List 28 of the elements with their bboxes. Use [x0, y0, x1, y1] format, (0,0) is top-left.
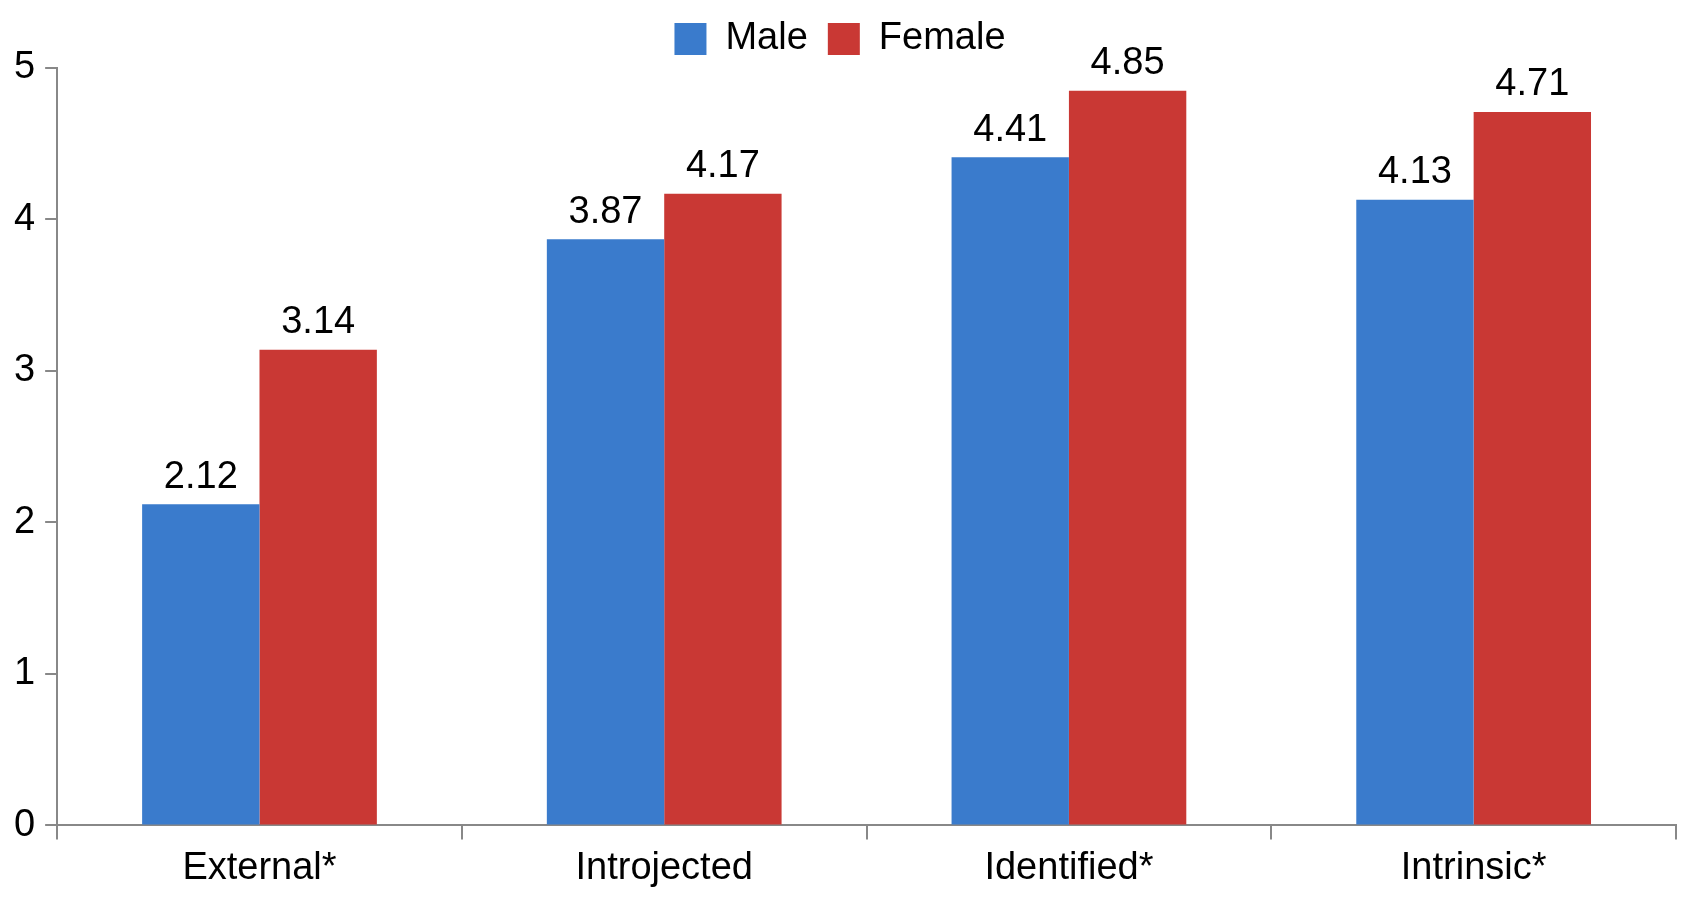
data-label: 4.85: [1090, 40, 1165, 83]
bar: [142, 504, 260, 825]
y-tick-label: 3: [13, 347, 36, 390]
data-label: 2.12: [163, 453, 238, 496]
y-tick-label: 5: [13, 44, 36, 87]
bar: [546, 239, 665, 825]
y-tick-label: 2: [13, 498, 36, 541]
legend-label: Male: [725, 15, 808, 58]
bar: [259, 349, 377, 825]
legend-label: Female: [878, 15, 1006, 58]
bar: [664, 193, 782, 825]
data-label: 4.17: [685, 143, 760, 186]
x-tick-label: Intrinsic*: [1400, 844, 1547, 887]
bar: [1356, 199, 1474, 825]
data-label: 4.13: [1377, 149, 1452, 192]
y-tick-label: 0: [13, 801, 36, 844]
data-label: 3.87: [568, 188, 643, 231]
data-label: 4.71: [1495, 61, 1570, 104]
y-tick-label: 4: [13, 195, 36, 238]
y-tick-label: 1: [13, 650, 36, 693]
data-label: 4.41: [973, 106, 1048, 149]
x-tick-label: External*: [182, 844, 337, 887]
bar: [1068, 90, 1187, 825]
x-tick-label: Introjected: [575, 844, 753, 887]
data-label: 3.14: [281, 299, 356, 342]
x-tick-label: Identified*: [984, 844, 1154, 887]
bar: [1473, 111, 1592, 825]
bar: [951, 157, 1069, 825]
